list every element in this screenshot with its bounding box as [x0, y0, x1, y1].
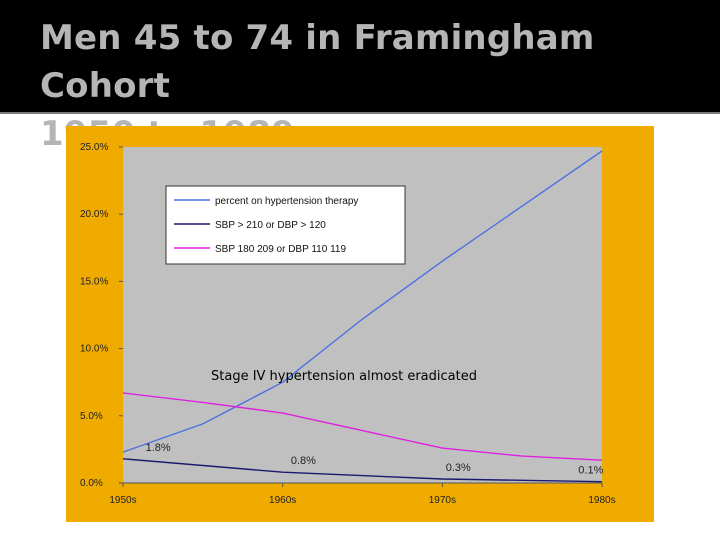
y-tick-label: 10.0% — [80, 344, 108, 355]
chart-annotation: Stage IV hypertension almost eradicated — [211, 369, 477, 384]
data-label: 0.3% — [446, 462, 471, 474]
x-tick-label: 1950s — [109, 495, 136, 506]
data-label: 1.8% — [146, 442, 171, 454]
legend-box — [165, 185, 406, 265]
data-label: 0.8% — [291, 455, 316, 467]
title-bar: Men 45 to 74 in Framingham Cohort 1950 t… — [0, 0, 720, 154]
line-chart: 0.0% 5.0% 10.0% 15.0% 20.0% 25.0% 1950s 1960s 19… — [80, 142, 616, 506]
y-tick-label: 25.0% — [80, 142, 108, 153]
x-tick-label: 1960s — [269, 495, 296, 506]
slide-title-line-1: Men 45 to 74 in Framingham Cohort — [40, 18, 595, 106]
series-line-1 — [122, 150, 603, 453]
series-line-2 — [122, 458, 603, 483]
legend-label: percent on hypertension therapy — [215, 196, 358, 207]
data-label: 0.1% — [578, 465, 603, 477]
title-divider — [0, 112, 720, 114]
y-tick-label: 5.0% — [80, 411, 103, 422]
legend-label: SBP > 210 or DBP > 120 — [215, 220, 326, 231]
y-tick-label: 20.0% — [80, 209, 108, 220]
x-tick-label: 1980s — [588, 495, 615, 506]
y-tick-label: 15.0% — [80, 276, 108, 287]
chart-frame: 0.0% 5.0% 10.0% 15.0% 20.0% 25.0% 1950s 1960s 19… — [66, 126, 654, 522]
legend-label: SBP 180 209 or DBP 110 119 — [215, 244, 346, 255]
series-line-3 — [122, 392, 603, 461]
x-tick-label: 1970s — [429, 495, 456, 506]
y-tick-label: 0.0% — [80, 478, 103, 489]
